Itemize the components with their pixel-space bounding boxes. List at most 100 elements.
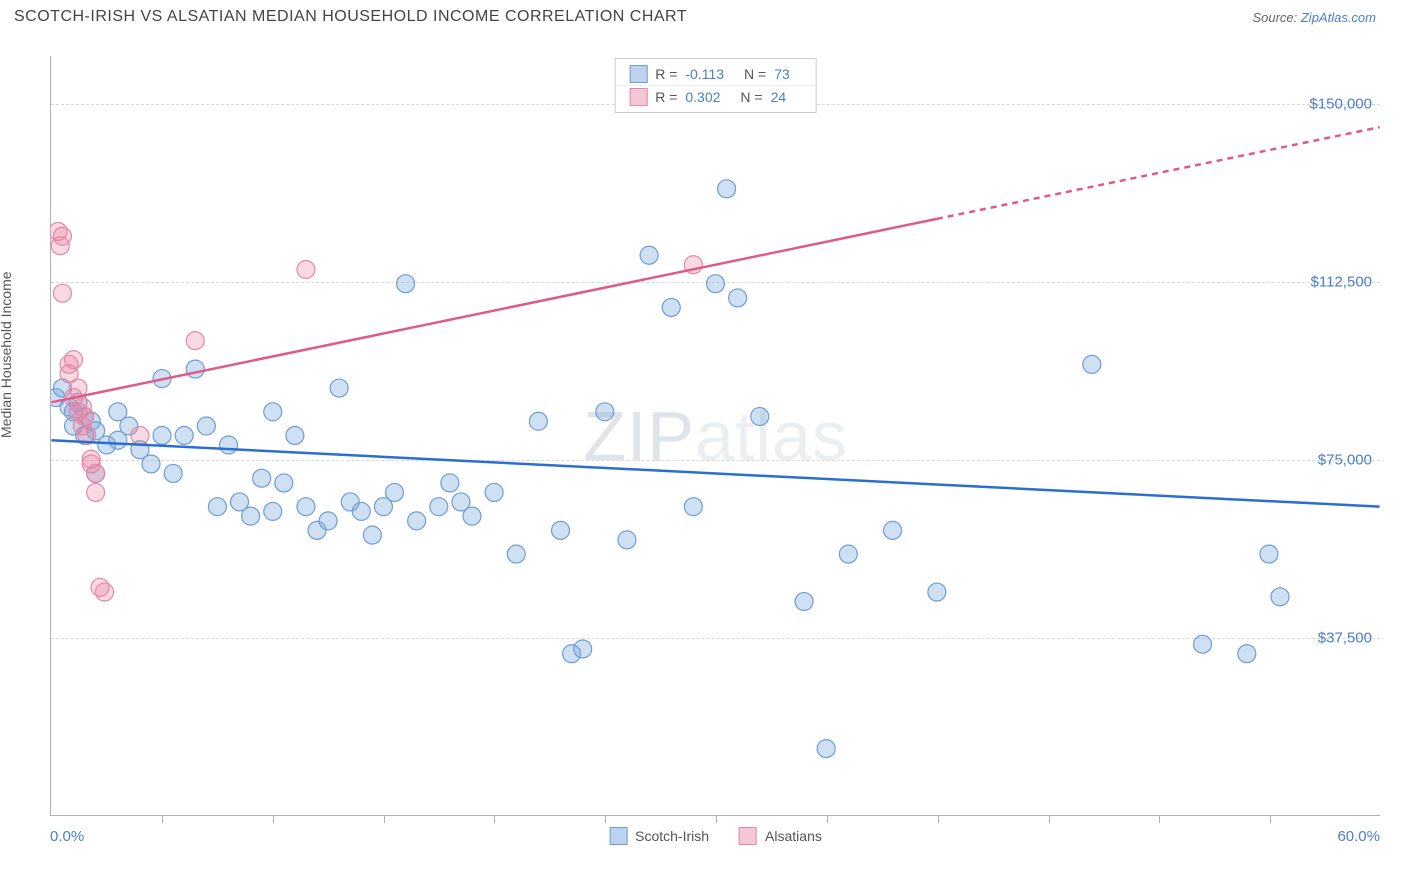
plot-area: ZIPatlas R = -0.113 N = 73 R = 0.302 N =…	[50, 56, 1380, 816]
scatter-point	[186, 332, 204, 350]
scatter-point	[319, 512, 337, 530]
trend-line-solid	[51, 219, 937, 402]
x-tick	[716, 815, 717, 823]
scatter-point	[219, 436, 237, 454]
x-tick	[1159, 815, 1160, 823]
scatter-point	[718, 180, 736, 198]
scatter-point	[397, 275, 415, 293]
scatter-point	[441, 474, 459, 492]
scatter-point	[529, 412, 547, 430]
scatter-point	[684, 498, 702, 516]
scatter-point	[53, 284, 71, 302]
scatter-point	[463, 507, 481, 525]
scatter-point	[297, 498, 315, 516]
scatter-point	[264, 502, 282, 520]
scatter-point	[186, 360, 204, 378]
scatter-point	[817, 740, 835, 758]
scatter-point	[574, 640, 592, 658]
scatter-point	[795, 593, 813, 611]
r-value-pink: 0.302	[685, 89, 720, 105]
legend-item-scotch-irish: Scotch-Irish	[609, 827, 709, 845]
r-value-blue: -0.113	[685, 66, 724, 82]
swatch-pink-icon	[739, 827, 757, 845]
scatter-point	[928, 583, 946, 601]
scatter-point	[1271, 588, 1289, 606]
scatter-point	[1083, 355, 1101, 373]
scatter-point	[264, 403, 282, 421]
legend-label-scotch-irish: Scotch-Irish	[635, 828, 709, 844]
source-link[interactable]: ZipAtlas.com	[1301, 10, 1376, 25]
scatter-point	[408, 512, 426, 530]
swatch-pink	[629, 88, 647, 106]
scatter-point	[253, 469, 271, 487]
scatter-point	[596, 403, 614, 421]
scatter-point	[87, 483, 105, 501]
x-tick	[384, 815, 385, 823]
x-tick	[827, 815, 828, 823]
swatch-blue-icon	[609, 827, 627, 845]
scatter-point	[1194, 635, 1212, 653]
scatter-point	[618, 531, 636, 549]
scatter-point	[153, 427, 171, 445]
scatter-point	[884, 521, 902, 539]
scatter-point	[286, 427, 304, 445]
scatter-point	[507, 545, 525, 563]
correlation-legend: R = -0.113 N = 73 R = 0.302 N = 24	[614, 58, 817, 113]
scatter-point	[142, 455, 160, 473]
scatter-point	[485, 483, 503, 501]
scatter-point	[1238, 645, 1256, 663]
scatter-point	[729, 289, 747, 307]
x-tick	[273, 815, 274, 823]
x-tick	[494, 815, 495, 823]
legend-row-scotch-irish: R = -0.113 N = 73	[615, 63, 816, 86]
scatter-point	[839, 545, 857, 563]
scatter-point	[330, 379, 348, 397]
scatter-point	[208, 498, 226, 516]
n-value-blue: 73	[774, 66, 790, 82]
y-axis-title: Median Household Income	[0, 271, 14, 438]
scatter-point	[386, 483, 404, 501]
chart-title: SCOTCH-IRISH VS ALSATIAN MEDIAN HOUSEHOL…	[14, 8, 687, 26]
x-tick	[162, 815, 163, 823]
scatter-point	[640, 246, 658, 264]
scatter-point	[363, 526, 381, 544]
scatter-point	[707, 275, 725, 293]
source-attribution: Source: ZipAtlas.com	[1252, 10, 1376, 25]
n-label: N =	[744, 66, 766, 82]
scatter-point	[552, 521, 570, 539]
legend-row-alsatians: R = 0.302 N = 24	[615, 86, 816, 108]
scatter-point	[662, 298, 680, 316]
r-label: R =	[655, 66, 677, 82]
scatter-point	[53, 227, 71, 245]
scatter-point	[87, 464, 105, 482]
chart-svg	[51, 56, 1380, 815]
legend-item-alsatians: Alsatians	[739, 827, 822, 845]
n-value-pink: 24	[771, 89, 787, 105]
scatter-point	[1260, 545, 1278, 563]
series-legend: Scotch-Irish Alsatians	[609, 827, 822, 845]
r-label: R =	[655, 89, 677, 105]
scatter-point	[65, 351, 83, 369]
scatter-point	[197, 417, 215, 435]
x-axis-min-label: 0.0%	[50, 828, 84, 845]
scatter-point	[352, 502, 370, 520]
source-prefix: Source:	[1252, 10, 1300, 25]
scatter-point	[297, 260, 315, 278]
scatter-point	[175, 427, 193, 445]
scatter-point	[430, 498, 448, 516]
x-tick	[938, 815, 939, 823]
x-tick	[605, 815, 606, 823]
scatter-point	[131, 427, 149, 445]
x-tick	[1270, 815, 1271, 823]
x-axis-max-label: 60.0%	[1337, 828, 1380, 845]
scatter-point	[751, 408, 769, 426]
n-label: N =	[740, 89, 762, 105]
legend-label-alsatians: Alsatians	[765, 828, 822, 844]
scatter-point	[96, 583, 114, 601]
trend-line-dashed	[937, 127, 1380, 219]
trend-line	[51, 440, 1379, 506]
scatter-point	[76, 408, 94, 426]
x-tick	[1049, 815, 1050, 823]
scatter-point	[242, 507, 260, 525]
swatch-blue	[629, 65, 647, 83]
